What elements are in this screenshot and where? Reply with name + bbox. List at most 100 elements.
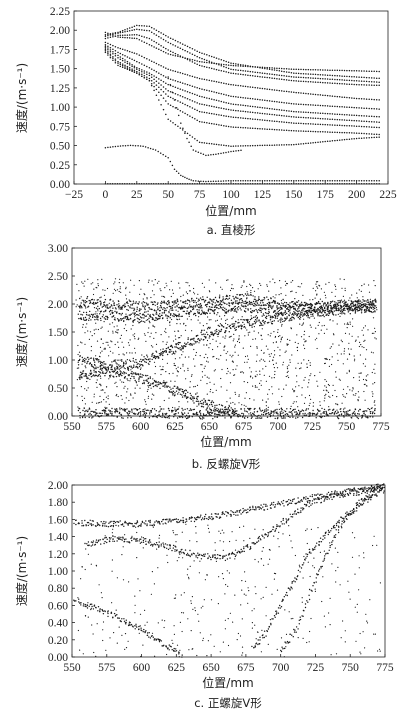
data-point: [283, 67, 285, 70]
data-point: [115, 362, 117, 364]
data-point: [303, 359, 305, 361]
data-point: [110, 367, 112, 369]
data-point: [79, 414, 81, 417]
data-point: [357, 417, 359, 420]
data-point: [339, 315, 341, 317]
data-point: [300, 303, 302, 305]
data-point: [209, 391, 211, 393]
data-point: [123, 371, 125, 373]
data-point: [193, 339, 195, 341]
data-point: [240, 149, 242, 152]
data-point: [219, 294, 221, 296]
data-point: [153, 61, 155, 64]
data-point: [144, 416, 147, 418]
data-point: [124, 59, 126, 61]
data-point: [123, 362, 125, 365]
data-point: [354, 306, 357, 308]
data-point: [353, 79, 355, 82]
data-point: [375, 180, 378, 182]
data-point: [186, 45, 189, 48]
data-point: [177, 87, 179, 89]
data-point: [177, 125, 179, 128]
data-point: [354, 413, 356, 416]
data-point: [239, 325, 241, 327]
data-point: [223, 124, 225, 127]
data-point: [334, 389, 336, 392]
data-point: [177, 55, 179, 58]
data-point: [110, 368, 112, 371]
data-point: [159, 288, 161, 290]
data-point: [217, 414, 219, 416]
data-point: [337, 300, 339, 302]
data-point: [157, 357, 160, 359]
data-point: [176, 347, 179, 349]
data-point: [155, 42, 158, 44]
data-point: [314, 123, 317, 125]
data-point: [312, 313, 314, 315]
data-point: [367, 303, 369, 306]
data-point: [357, 310, 359, 312]
data-point: [84, 305, 87, 307]
data-point: [239, 180, 242, 182]
data-point: [185, 414, 188, 417]
data-point: [294, 302, 297, 305]
data-point: [347, 413, 349, 415]
data-point: [136, 361, 138, 364]
data-point: [336, 124, 339, 126]
y-tick-label: 2.25: [50, 6, 70, 18]
data-point: [143, 382, 145, 385]
data-point: [353, 114, 355, 117]
data-point: [141, 75, 143, 77]
data-point: [346, 358, 349, 360]
data-point: [82, 358, 85, 361]
data-point: [268, 310, 270, 313]
data-point: [136, 70, 138, 73]
data-point: [201, 61, 203, 63]
data-point: [133, 364, 135, 366]
data-point: [300, 76, 302, 79]
data-point: [273, 89, 276, 91]
data-point: [208, 54, 211, 57]
data-point: [191, 53, 194, 55]
data-point: [139, 309, 141, 312]
data-point: [329, 74, 331, 77]
data-point: [188, 299, 190, 302]
data-point: [158, 86, 160, 89]
data-point: [148, 320, 151, 322]
data-point: [365, 311, 367, 313]
data-point: [118, 375, 120, 377]
data-point: [150, 68, 153, 70]
data-point: [92, 315, 94, 317]
data-point: [370, 307, 373, 309]
data-point: [249, 283, 251, 285]
data-point: [146, 379, 148, 381]
data-point: [214, 410, 216, 412]
data-point: [84, 416, 86, 419]
data-point: [354, 412, 356, 414]
data-point: [196, 109, 198, 112]
data-point: [133, 37, 136, 40]
data-point: [264, 183, 266, 185]
data-point: [266, 412, 268, 415]
data-point: [176, 305, 178, 307]
data-point: [247, 74, 249, 76]
data-point: [246, 301, 249, 304]
data-point: [167, 300, 170, 302]
data-point: [185, 345, 187, 347]
data-point: [250, 308, 252, 310]
data-point: [99, 317, 102, 320]
data-point: [271, 128, 273, 131]
data-point: [256, 71, 259, 74]
data-point: [128, 37, 131, 39]
data-point: [292, 409, 294, 412]
data-point: [214, 413, 216, 415]
data-point: [177, 408, 180, 410]
data-point: [150, 183, 153, 185]
data-point: [336, 180, 339, 182]
data-point: [137, 314, 139, 316]
data-point: [160, 32, 162, 34]
data-point: [206, 54, 208, 56]
data-point: [300, 111, 302, 113]
data-point: [314, 303, 317, 306]
data-point: [237, 126, 239, 129]
